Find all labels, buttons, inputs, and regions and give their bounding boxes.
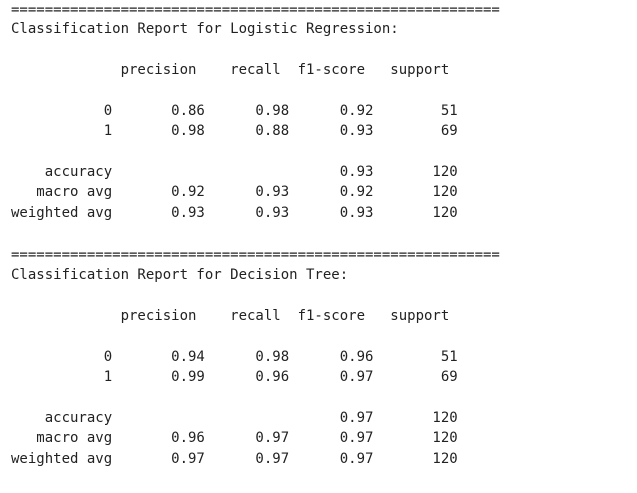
report-row-class-0: 0 0.94 0.98 0.96 51 — [11, 349, 458, 365]
separator-line: ========================================… — [11, 2, 500, 18]
report-row-macro-avg: macro avg 0.96 0.97 0.97 120 — [11, 430, 458, 446]
report-title: Classification Report for Logistic Regre… — [11, 21, 399, 37]
report-row-macro-avg: macro avg 0.92 0.93 0.92 120 — [11, 184, 458, 200]
separator-line: ========================================… — [11, 247, 500, 263]
report-row-accuracy: accuracy 0.93 120 — [11, 164, 458, 180]
report-header: precision recall f1-score support — [11, 308, 450, 324]
report-row-weighted-avg: weighted avg 0.93 0.93 0.93 120 — [11, 205, 458, 221]
report-row-class-1: 1 0.99 0.96 0.97 69 — [11, 369, 458, 385]
report-row-class-0: 0 0.86 0.98 0.92 51 — [11, 103, 458, 119]
report-row-accuracy: accuracy 0.97 120 — [11, 410, 458, 426]
report-header: precision recall f1-score support — [11, 62, 450, 78]
report-row-class-1: 1 0.98 0.88 0.93 69 — [11, 123, 458, 139]
report-title: Classification Report for Decision Tree: — [11, 267, 349, 283]
report-row-weighted-avg: weighted avg 0.97 0.97 0.97 120 — [11, 451, 458, 467]
console-output: ========================================… — [11, 0, 631, 493]
